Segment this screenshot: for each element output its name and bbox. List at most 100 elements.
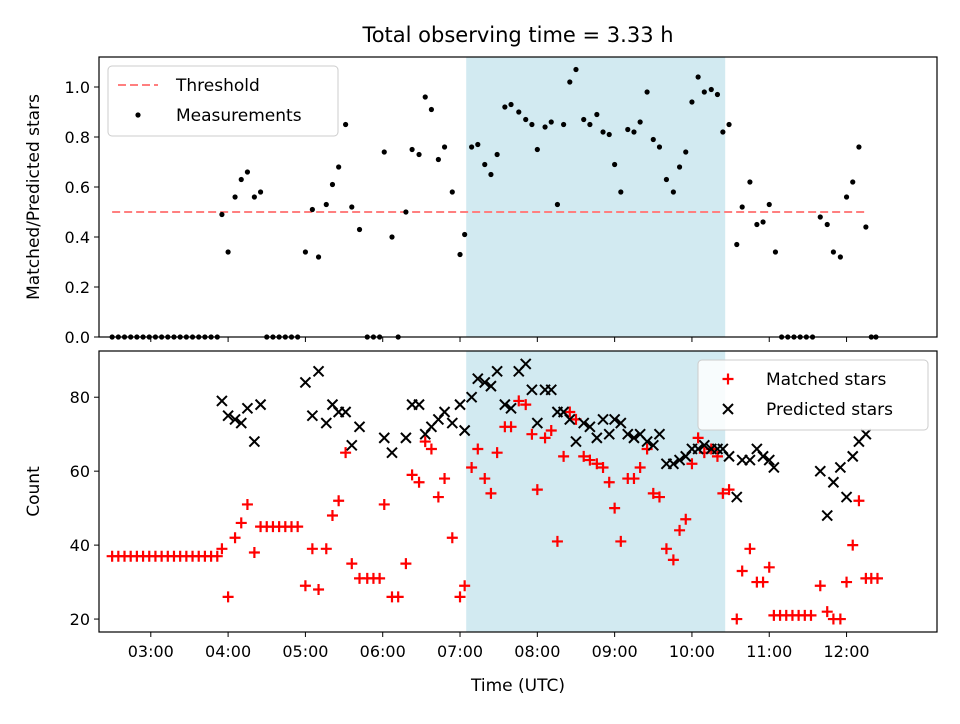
data-point (326, 510, 338, 522)
data-point (744, 454, 756, 466)
data-point (847, 450, 859, 463)
data-point (520, 399, 532, 411)
y-tick-label: 60 (70, 462, 90, 481)
data-point (615, 535, 627, 547)
data-point (760, 219, 766, 225)
x-tick-label: 07:00 (437, 642, 483, 661)
data-point (860, 428, 872, 440)
data-point (692, 432, 704, 444)
data-point (491, 365, 503, 378)
observing-window-span (466, 351, 726, 632)
data-point (850, 179, 856, 185)
data-point (600, 129, 606, 135)
data-point (754, 221, 760, 228)
data-point (830, 249, 837, 255)
data-point (413, 398, 425, 411)
data-point (683, 149, 689, 155)
x-tick-label: 03:00 (128, 642, 174, 661)
data-point (708, 86, 714, 93)
data-point (374, 572, 386, 584)
data-point (457, 251, 463, 258)
y-tick-label: 0.6 (65, 178, 90, 197)
data-point (389, 234, 395, 240)
data-point (871, 572, 883, 584)
data-point (306, 543, 318, 555)
data-point (531, 484, 543, 496)
data-point (472, 443, 484, 455)
data-point (482, 161, 488, 168)
data-point (757, 450, 769, 463)
data-point (853, 495, 865, 507)
x-tick-label: 10:00 (669, 642, 715, 661)
data-point (548, 119, 554, 125)
data-point (608, 413, 621, 426)
data-point (465, 391, 478, 403)
data-point (578, 417, 590, 429)
data-point (225, 249, 231, 255)
legend-swatch (722, 403, 734, 415)
x-tick-label: 08:00 (514, 642, 560, 661)
data-point (834, 613, 846, 625)
data-point (757, 576, 769, 588)
data-point (542, 124, 548, 130)
data-point (299, 580, 311, 592)
data-point (462, 231, 468, 238)
data-point (609, 502, 621, 514)
data-point (660, 543, 672, 555)
data-point (222, 409, 234, 422)
data-point (257, 189, 264, 195)
y-tick-label: 0.0 (65, 328, 90, 347)
data-point (628, 432, 640, 444)
data-point (587, 121, 593, 128)
data-point (438, 406, 451, 418)
data-point (603, 476, 615, 488)
data-point (378, 432, 390, 444)
data-point (641, 435, 653, 448)
data-point (238, 176, 244, 183)
data-point (446, 417, 458, 429)
data-point (814, 580, 826, 592)
data-point (378, 498, 390, 510)
data-point (840, 491, 853, 503)
data-point (653, 428, 666, 440)
observing-window-span (466, 57, 726, 337)
data-point (625, 126, 631, 133)
data-point (606, 131, 612, 138)
data-point (841, 576, 853, 588)
data-point (805, 609, 817, 621)
data-point (505, 421, 517, 433)
data-point (726, 121, 732, 128)
data-point (216, 543, 228, 555)
data-point (656, 144, 663, 150)
data-point (400, 432, 412, 444)
data-point (584, 421, 596, 433)
data-point (241, 402, 254, 415)
data-point (676, 164, 683, 170)
legend-label: Measurements (176, 106, 302, 126)
data-point (591, 458, 603, 470)
data-point (413, 476, 425, 488)
data-point (558, 450, 570, 462)
y-tick-label: 0.8 (65, 128, 90, 147)
data-point (673, 454, 686, 466)
data-point (526, 428, 538, 440)
x-tick-label: 11:00 (746, 642, 792, 661)
y-tick-label: 0.4 (65, 228, 90, 247)
data-point (400, 558, 412, 570)
data-point (674, 524, 686, 536)
data-point (323, 201, 329, 208)
data-point (403, 209, 409, 215)
data-point (670, 189, 676, 195)
data-point (466, 461, 478, 473)
data-point (425, 443, 437, 455)
data-point (723, 450, 735, 463)
data-point (336, 164, 342, 170)
data-point (513, 395, 525, 407)
data-point (469, 144, 475, 150)
axes-frame (98, 56, 938, 338)
data-point (723, 484, 735, 496)
data-point (494, 151, 500, 158)
data-point (523, 116, 529, 123)
data-point (847, 539, 859, 551)
